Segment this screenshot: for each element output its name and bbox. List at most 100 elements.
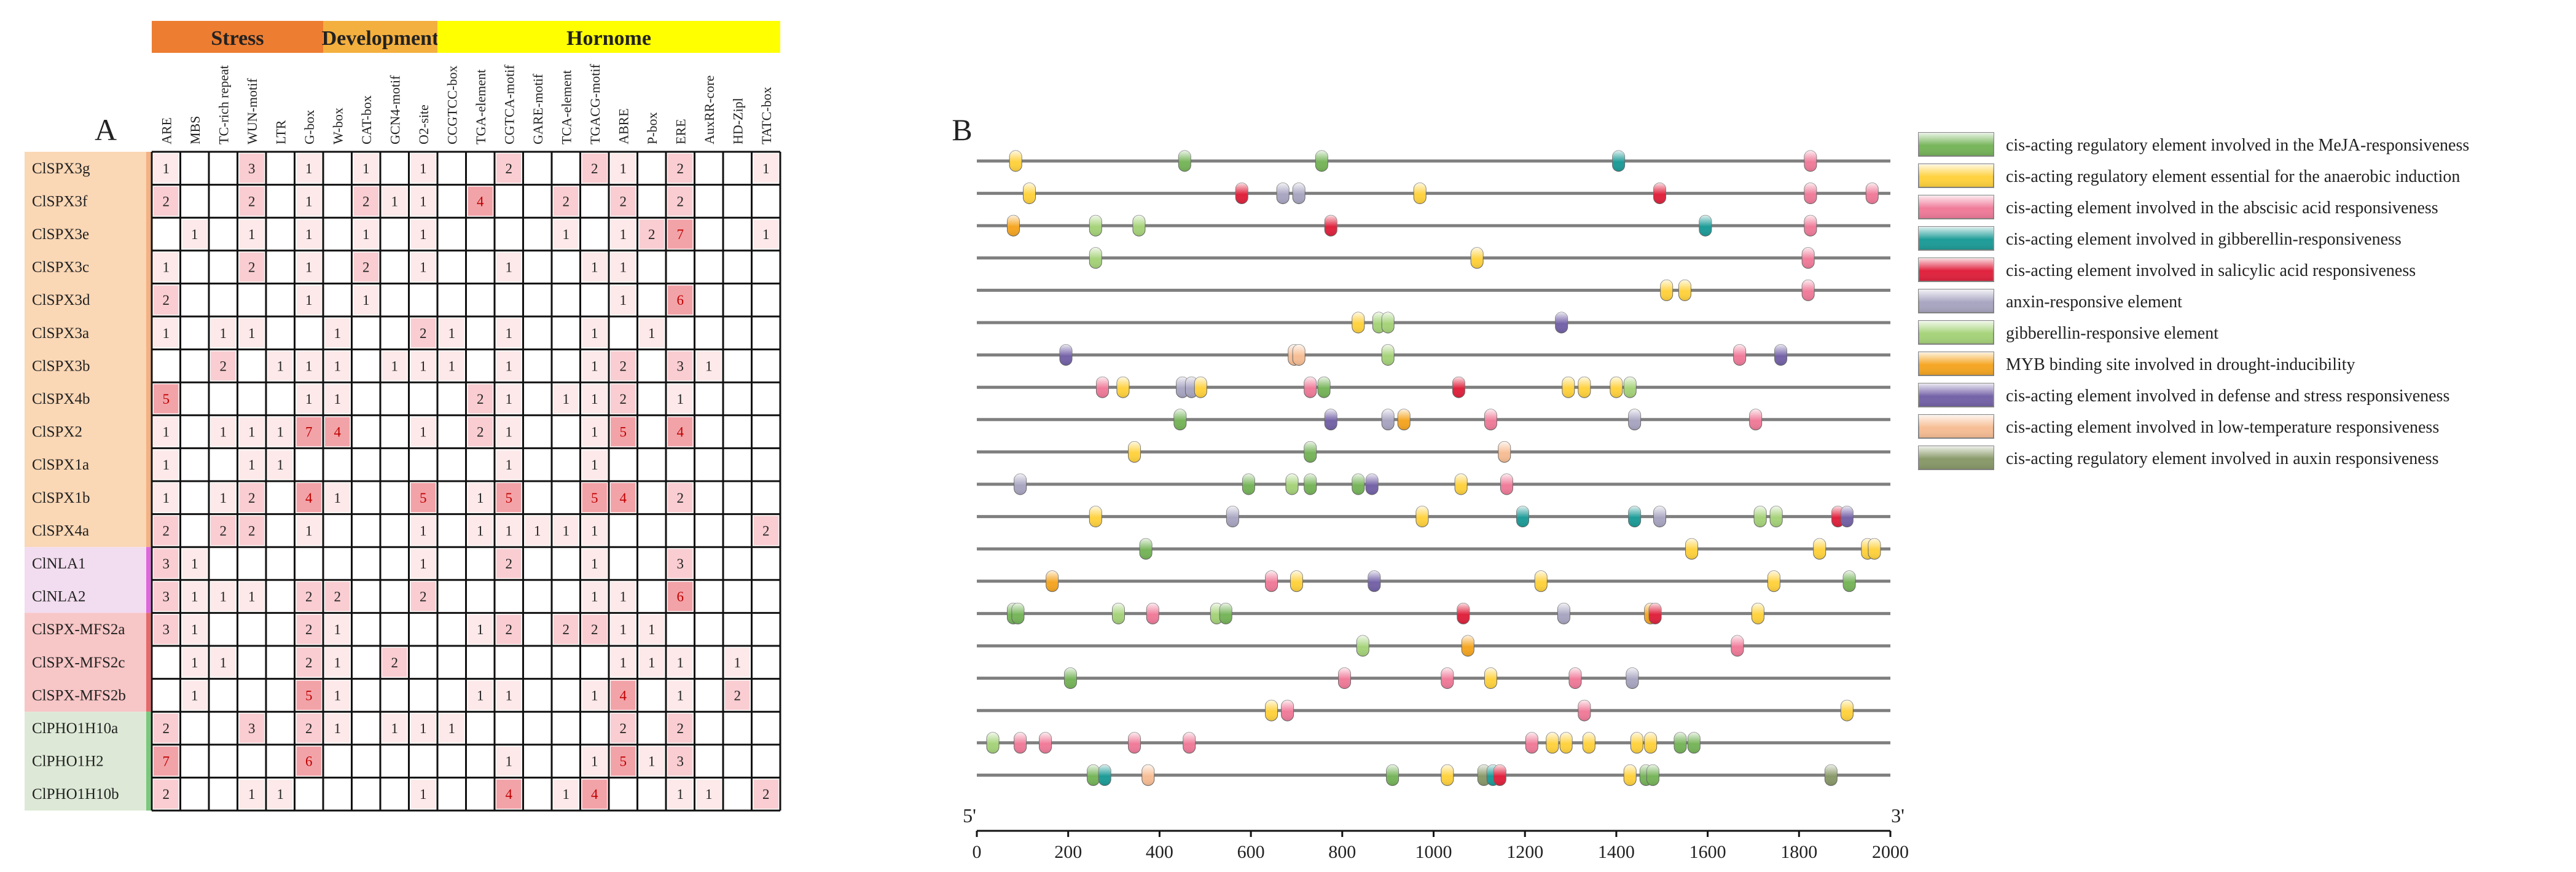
heatmap-cell <box>468 417 493 447</box>
cell-value: 2 <box>591 161 598 176</box>
heatmap-cell <box>296 483 321 513</box>
panel-b-label: B <box>952 112 972 147</box>
element-marker-shade <box>1653 183 1666 204</box>
cell-value: 1 <box>677 655 684 670</box>
element-marker-shade <box>1535 570 1548 592</box>
row-label: ClSPX-MFS2b <box>32 687 126 704</box>
cell-value: 1 <box>591 556 598 572</box>
heatmap-cell <box>154 615 179 644</box>
cell-value: 2 <box>677 721 684 736</box>
element-marker-shade <box>1009 151 1022 171</box>
heatmap-cell <box>410 483 436 513</box>
row-group-bar <box>146 547 151 613</box>
cell-value: 1 <box>305 293 313 308</box>
heatmap-cell <box>439 318 464 348</box>
cell-value: 1 <box>648 622 656 637</box>
element-marker-shade <box>1352 312 1364 333</box>
cell-value: 5 <box>506 490 513 506</box>
heatmap-cell <box>211 483 236 513</box>
cell-value: 1 <box>591 425 598 440</box>
element-marker-shade <box>1007 215 1020 237</box>
column-label: GCN4-motif <box>387 75 402 144</box>
heatmap-cell <box>753 219 778 249</box>
element-marker-shade <box>1583 732 1595 753</box>
heatmap-cell <box>496 549 522 578</box>
heatmap-cell <box>668 285 693 315</box>
cell-value: 1 <box>334 326 342 341</box>
heatmap-cell <box>382 351 407 381</box>
cell-value: 2 <box>734 688 742 703</box>
heatmap-cell <box>325 648 350 677</box>
cell-value: 2 <box>362 260 370 275</box>
heatmap-cell <box>182 219 207 249</box>
cell-value: 7 <box>163 754 170 769</box>
cell-value: 2 <box>334 589 342 605</box>
cell-value: 2 <box>248 194 256 209</box>
cell-value: 2 <box>362 194 370 209</box>
element-marker-shade <box>1382 344 1395 366</box>
cell-value: 2 <box>305 655 313 670</box>
cell-value: 4 <box>506 787 513 802</box>
cell-value: 1 <box>420 721 427 736</box>
cell-value: 2 <box>391 655 399 670</box>
heatmap-cell <box>639 746 664 776</box>
heatmap-cell <box>582 516 607 546</box>
legend-swatch-shade <box>1919 258 1994 281</box>
row-label: ClSPX3a <box>32 325 89 342</box>
legend-label: cis-acting regulatory element involved i… <box>2006 136 2469 155</box>
element-marker-shade <box>1226 506 1239 527</box>
element-marker-shade <box>1286 474 1299 495</box>
heatmap-cell <box>410 351 436 381</box>
cell-value: 6 <box>677 293 684 308</box>
column-label: MBS <box>187 116 203 144</box>
cell-value: 1 <box>163 326 170 341</box>
element-marker-shade <box>1555 312 1568 333</box>
heatmap-cell <box>668 648 693 677</box>
heatmap-cell <box>582 154 607 183</box>
cell-value: 1 <box>563 523 570 538</box>
cell-value: 1 <box>506 358 513 374</box>
row-group-band <box>25 547 152 613</box>
heatmap-cell <box>154 252 179 282</box>
heatmap-cell <box>239 318 264 348</box>
element-marker-shade <box>1678 280 1691 301</box>
heatmap-cell <box>611 285 636 315</box>
cell-value: 5 <box>305 688 313 703</box>
heatmap-cell <box>582 417 607 447</box>
element-marker-shade <box>1560 732 1573 753</box>
x-tick-label: 600 <box>1237 842 1265 862</box>
cell-value: 3 <box>163 622 170 637</box>
heatmap-cell <box>582 450 607 479</box>
heatmap-cell <box>154 581 179 611</box>
heatmap-cell <box>268 450 293 479</box>
column-label: TCA-element <box>558 70 574 144</box>
element-marker-shade <box>1610 377 1623 398</box>
element-marker-shade <box>1866 183 1879 204</box>
heatmap-cell <box>410 516 436 546</box>
element-marker-shade <box>1304 377 1317 398</box>
heatmap-cell <box>154 549 179 578</box>
element-marker-shade <box>1699 215 1712 237</box>
heatmap-cell <box>668 351 693 381</box>
cell-value: 1 <box>705 358 713 374</box>
cell-value: 1 <box>506 754 513 769</box>
cell-value: 5 <box>620 754 627 769</box>
element-marker-shade <box>1568 667 1581 689</box>
element-marker-shade <box>1173 409 1186 430</box>
cell-value: 1 <box>506 688 513 703</box>
heatmap-cell <box>496 252 522 282</box>
element-marker-shade <box>1382 312 1395 333</box>
cell-value: 2 <box>305 721 313 736</box>
cell-value: 2 <box>163 194 170 209</box>
element-marker-shade <box>1841 506 1854 527</box>
heatmap-cell <box>325 680 350 710</box>
cell-value: 1 <box>391 721 399 736</box>
cell-value: 7 <box>677 227 684 242</box>
row-label: ClSPX-MFS2a <box>32 621 125 638</box>
cell-value: 3 <box>248 161 256 176</box>
cell-value: 1 <box>506 391 513 407</box>
cell-value: 1 <box>762 161 770 176</box>
x-tick-label: 200 <box>1054 842 1082 862</box>
cell-value: 2 <box>506 556 513 572</box>
